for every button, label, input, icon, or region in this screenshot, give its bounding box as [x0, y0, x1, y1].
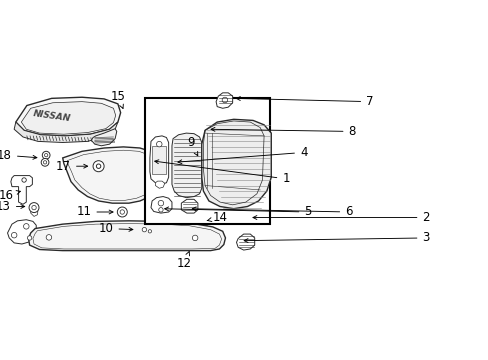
Polygon shape	[136, 224, 156, 236]
Text: 16: 16	[0, 189, 20, 202]
Circle shape	[22, 178, 26, 182]
Circle shape	[237, 212, 247, 223]
Circle shape	[192, 235, 198, 241]
Text: 4: 4	[178, 146, 307, 164]
Bar	[145, 98, 269, 223]
Circle shape	[222, 97, 227, 103]
Polygon shape	[28, 221, 225, 251]
Polygon shape	[145, 197, 165, 211]
Polygon shape	[95, 162, 102, 170]
Text: 10: 10	[99, 222, 133, 235]
Circle shape	[120, 210, 124, 214]
Polygon shape	[172, 133, 202, 198]
Polygon shape	[91, 129, 117, 146]
Text: 11: 11	[76, 206, 113, 219]
Text: 9: 9	[186, 136, 197, 156]
Polygon shape	[216, 93, 232, 108]
Circle shape	[159, 208, 163, 212]
Polygon shape	[31, 210, 38, 216]
Circle shape	[158, 201, 163, 206]
Circle shape	[156, 141, 162, 147]
Text: 12: 12	[176, 252, 191, 270]
Polygon shape	[181, 199, 198, 213]
Circle shape	[240, 215, 244, 220]
Polygon shape	[7, 220, 36, 244]
Text: 18: 18	[0, 149, 37, 162]
Polygon shape	[11, 176, 32, 204]
Polygon shape	[151, 197, 172, 213]
Text: NISSAN: NISSAN	[32, 109, 71, 123]
Circle shape	[42, 151, 50, 159]
Text: 15: 15	[110, 90, 125, 108]
Polygon shape	[152, 146, 166, 175]
Circle shape	[199, 158, 207, 166]
Text: 5: 5	[164, 206, 311, 219]
Circle shape	[117, 207, 127, 217]
Circle shape	[23, 224, 29, 229]
Circle shape	[93, 161, 104, 172]
Circle shape	[43, 161, 47, 164]
Text: 2: 2	[252, 211, 429, 224]
Text: 17: 17	[56, 160, 87, 173]
Polygon shape	[14, 122, 118, 143]
Polygon shape	[202, 119, 271, 209]
Text: 1: 1	[154, 160, 289, 185]
Polygon shape	[155, 181, 164, 188]
Circle shape	[142, 228, 146, 232]
Polygon shape	[62, 147, 164, 203]
Bar	[145, 98, 270, 224]
Circle shape	[203, 216, 209, 223]
Circle shape	[27, 236, 32, 240]
Text: 14: 14	[207, 211, 227, 224]
Text: 3: 3	[244, 231, 429, 244]
Polygon shape	[236, 234, 254, 250]
Circle shape	[96, 164, 101, 168]
Circle shape	[202, 161, 204, 164]
Circle shape	[44, 153, 48, 157]
Text: 8: 8	[211, 125, 355, 138]
Circle shape	[32, 205, 36, 210]
Text: 13: 13	[0, 200, 25, 213]
Circle shape	[29, 203, 39, 212]
Circle shape	[11, 233, 17, 238]
Circle shape	[46, 235, 52, 240]
Polygon shape	[21, 102, 116, 134]
Circle shape	[148, 230, 151, 233]
Polygon shape	[150, 136, 168, 184]
Polygon shape	[16, 97, 121, 136]
Text: 7: 7	[236, 95, 373, 108]
Polygon shape	[159, 165, 185, 185]
Text: 6: 6	[192, 206, 352, 219]
Circle shape	[41, 158, 49, 166]
